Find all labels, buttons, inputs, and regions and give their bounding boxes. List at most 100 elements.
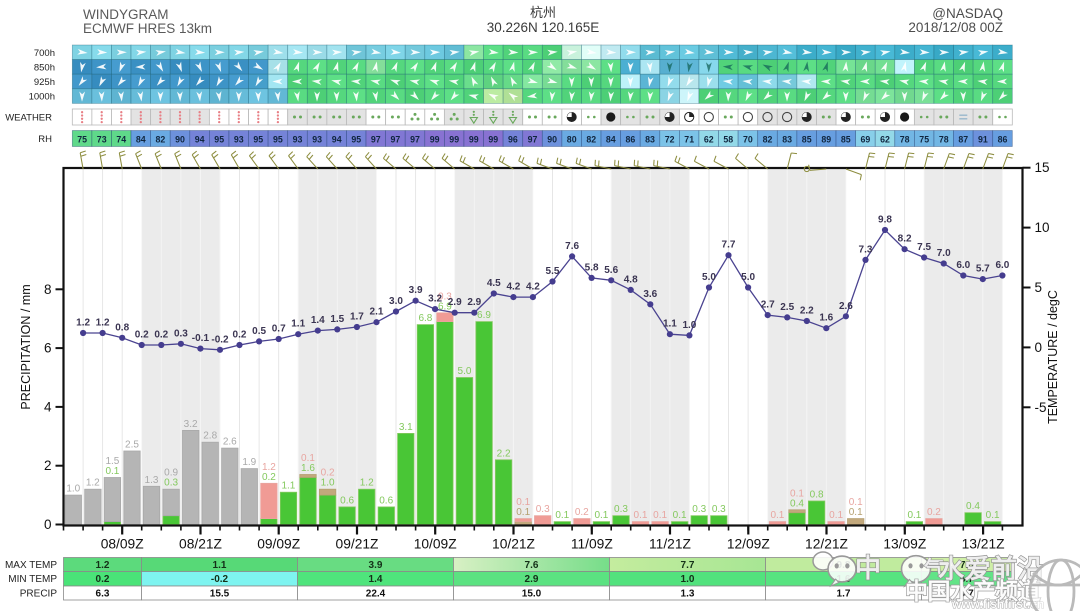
svg-text:30.226N 120.165E: 30.226N 120.165E <box>487 20 600 35</box>
svg-text:90: 90 <box>547 135 557 145</box>
svg-text:75: 75 <box>919 135 929 145</box>
svg-text:0.2: 0.2 <box>927 507 941 518</box>
svg-text:杭州: 杭州 <box>530 5 556 20</box>
svg-text:11/21Z: 11/21Z <box>649 537 691 552</box>
svg-text:1.5: 1.5 <box>105 456 119 467</box>
svg-text:6.0: 6.0 <box>956 260 970 271</box>
svg-text:1.1: 1.1 <box>291 319 305 330</box>
svg-text:0.2: 0.2 <box>262 472 276 483</box>
svg-text:95: 95 <box>253 135 263 145</box>
svg-text:1.2: 1.2 <box>86 478 100 489</box>
svg-text:1.2: 1.2 <box>96 318 110 329</box>
svg-text:78: 78 <box>900 135 910 145</box>
svg-text:700h: 700h <box>34 48 55 59</box>
svg-text:1.2: 1.2 <box>360 478 374 489</box>
svg-text:1.4: 1.4 <box>369 574 383 585</box>
svg-text:中: 中 <box>855 553 881 583</box>
svg-text:1.1: 1.1 <box>281 481 295 492</box>
svg-text:99: 99 <box>469 135 479 145</box>
svg-text:09/21Z: 09/21Z <box>336 537 379 552</box>
svg-text:1000h: 1000h <box>29 92 55 103</box>
svg-text:0.3: 0.3 <box>164 478 178 489</box>
svg-text:13/21Z: 13/21Z <box>962 537 1005 552</box>
svg-text:0.2: 0.2 <box>154 330 168 341</box>
svg-text:ECMWF HRES 13km: ECMWF HRES 13km <box>83 21 212 36</box>
svg-text:83: 83 <box>645 135 655 145</box>
svg-text:1.1: 1.1 <box>213 560 227 571</box>
svg-text:0.2: 0.2 <box>96 574 110 585</box>
svg-text:4.2: 4.2 <box>526 282 540 293</box>
svg-text:2.2: 2.2 <box>800 306 814 317</box>
svg-text:72: 72 <box>665 135 675 145</box>
svg-text:99: 99 <box>488 135 498 145</box>
svg-text:90: 90 <box>175 135 185 145</box>
svg-text:5.0: 5.0 <box>702 272 716 283</box>
svg-text:2.9: 2.9 <box>448 297 462 308</box>
svg-text:MIN TEMP: MIN TEMP <box>8 574 57 585</box>
svg-text:2.8: 2.8 <box>203 431 217 442</box>
svg-text:7.5: 7.5 <box>917 242 931 253</box>
svg-text:94: 94 <box>332 135 342 145</box>
svg-text:0.1: 0.1 <box>907 510 921 521</box>
svg-text:1.0: 1.0 <box>66 484 80 495</box>
svg-text:93: 93 <box>293 135 303 145</box>
svg-text:2.1: 2.1 <box>370 307 384 318</box>
svg-text:10/21Z: 10/21Z <box>492 537 535 552</box>
svg-text:0.3: 0.3 <box>536 504 550 515</box>
svg-text:1.4: 1.4 <box>311 315 325 326</box>
svg-text:08/21Z: 08/21Z <box>179 537 222 552</box>
svg-text:82: 82 <box>763 135 773 145</box>
svg-text:0.1: 0.1 <box>829 510 843 521</box>
svg-text:93: 93 <box>234 135 244 145</box>
svg-text:5.7: 5.7 <box>976 264 990 275</box>
svg-text:97: 97 <box>391 135 401 145</box>
svg-text:96: 96 <box>508 135 518 145</box>
svg-text:0: 0 <box>1035 340 1043 355</box>
svg-text:WINDYGRAM: WINDYGRAM <box>83 7 169 22</box>
svg-text:91: 91 <box>978 135 988 145</box>
svg-text:2.5: 2.5 <box>780 302 794 313</box>
svg-text:97: 97 <box>410 135 420 145</box>
svg-text:95: 95 <box>273 135 283 145</box>
svg-text:6.0: 6.0 <box>995 260 1009 271</box>
svg-text:10: 10 <box>1035 220 1050 235</box>
svg-text:0.3: 0.3 <box>692 504 706 515</box>
svg-text:12/09Z: 12/09Z <box>727 537 770 552</box>
svg-text:1.2: 1.2 <box>262 462 276 473</box>
svg-text:2.2: 2.2 <box>497 448 511 459</box>
svg-text:0.2: 0.2 <box>233 330 247 341</box>
svg-text:4.5: 4.5 <box>487 278 501 289</box>
svg-text:-0.2: -0.2 <box>211 334 229 345</box>
svg-text:09/09Z: 09/09Z <box>257 537 300 552</box>
svg-text:83: 83 <box>782 135 792 145</box>
svg-text:75: 75 <box>77 135 87 145</box>
svg-text:5.0: 5.0 <box>741 272 755 283</box>
svg-text:-0.2: -0.2 <box>211 574 229 585</box>
svg-text:2018/12/08 00Z: 2018/12/08 00Z <box>908 20 1003 35</box>
svg-text:5.0: 5.0 <box>458 366 472 377</box>
svg-text:3.6: 3.6 <box>643 289 657 300</box>
svg-text:@NASDAQ: @NASDAQ <box>932 6 1003 21</box>
svg-text:6.8: 6.8 <box>418 313 432 324</box>
svg-text:62: 62 <box>704 135 714 145</box>
svg-text:0.1: 0.1 <box>105 466 119 477</box>
svg-text:5: 5 <box>1035 280 1043 295</box>
svg-text:1.0: 1.0 <box>321 478 335 489</box>
svg-text:1.2: 1.2 <box>76 318 90 329</box>
svg-text:4.8: 4.8 <box>624 274 638 285</box>
svg-text:6.3: 6.3 <box>96 589 110 600</box>
svg-text:1.6: 1.6 <box>301 463 315 474</box>
svg-text:5.5: 5.5 <box>546 266 560 277</box>
svg-text:0.1: 0.1 <box>516 497 530 508</box>
svg-text:RH: RH <box>38 134 52 145</box>
svg-text:0.1: 0.1 <box>301 453 315 464</box>
svg-text:1.2: 1.2 <box>96 560 110 571</box>
svg-text:3.9: 3.9 <box>369 560 383 571</box>
svg-text:0.8: 0.8 <box>115 322 129 333</box>
svg-text:2.6: 2.6 <box>223 437 237 448</box>
svg-text:MAX TEMP: MAX TEMP <box>5 560 57 571</box>
svg-text:0.1: 0.1 <box>555 510 569 521</box>
svg-text:1.6: 1.6 <box>819 313 833 324</box>
svg-text:8: 8 <box>44 282 52 297</box>
svg-text:89: 89 <box>821 135 831 145</box>
